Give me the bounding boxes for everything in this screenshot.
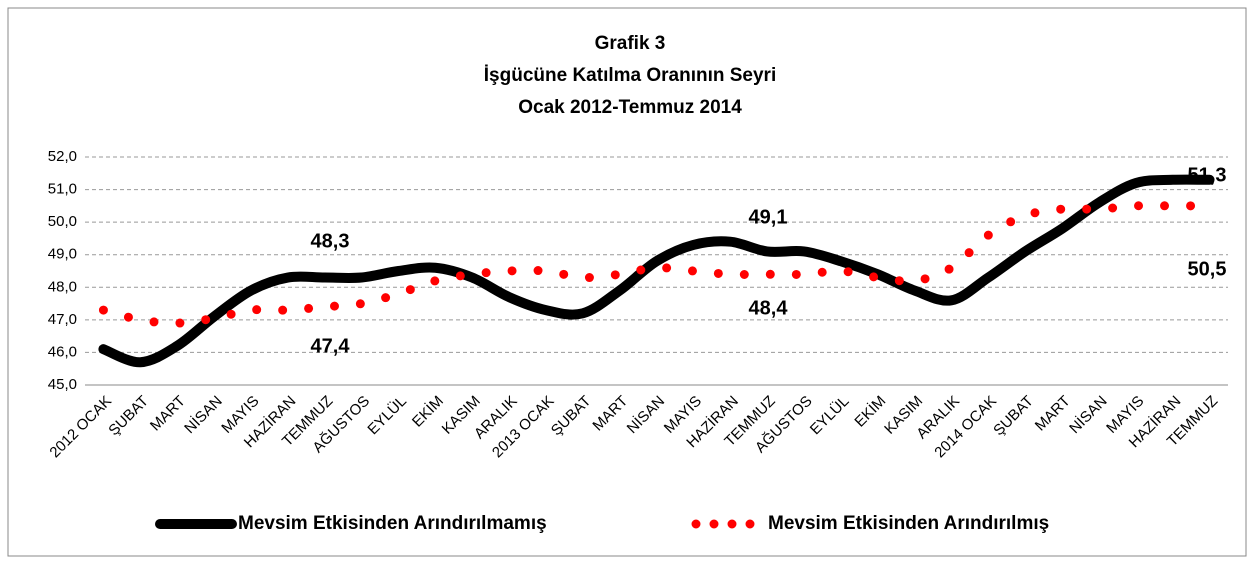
- chart-title: İşgücüne Katılma Oranının Seyri: [484, 65, 776, 86]
- x-tick-label: EYLÜL: [806, 392, 852, 438]
- annotation: 50,5: [1188, 258, 1227, 280]
- x-tick-label: MART: [589, 393, 631, 435]
- y-tick-label: 46,0: [48, 343, 77, 360]
- legend-label: Mevsim Etkisinden Arındırılmamış: [238, 513, 547, 534]
- x-tick-label: MART: [1032, 393, 1074, 435]
- chart-frame: [7, 7, 1247, 557]
- y-tick-label: 48,0: [48, 278, 77, 295]
- x-tick-label: NİSAN: [1065, 392, 1110, 437]
- annotation: 49,1: [749, 206, 788, 228]
- x-tick-label: ŞUBAT: [548, 393, 595, 440]
- x-tick-label: NİSAN: [181, 392, 226, 437]
- x-tick-label: ŞUBAT: [990, 393, 1037, 440]
- annotation: 48,4: [749, 297, 789, 319]
- line-series: [98, 174, 1215, 368]
- annotation: 48,3: [311, 230, 350, 252]
- y-tick-label: 45,0: [48, 376, 77, 393]
- x-tick-label: NİSAN: [623, 392, 668, 437]
- y-tick-label: 49,0: [48, 246, 77, 263]
- chart-title: Ocak 2012-Temmuz 2014: [518, 97, 742, 118]
- y-tick-label: 47,0: [48, 311, 77, 328]
- chart-title: Grafik 3: [595, 33, 666, 54]
- y-tick-label: 52,0: [48, 148, 77, 165]
- legend-label: Mevsim Etkisinden Arındırılmış: [768, 513, 1049, 534]
- x-tick-label: EYLÜL: [364, 392, 410, 438]
- y-tick-label: 51,0: [48, 181, 77, 198]
- x-tick-label: MART: [147, 393, 189, 435]
- y-tick-label: 50,0: [48, 213, 77, 230]
- annotation: 51,3: [1188, 164, 1227, 186]
- x-tick-label: ŞUBAT: [105, 393, 152, 440]
- annotation: 47,4: [311, 335, 351, 357]
